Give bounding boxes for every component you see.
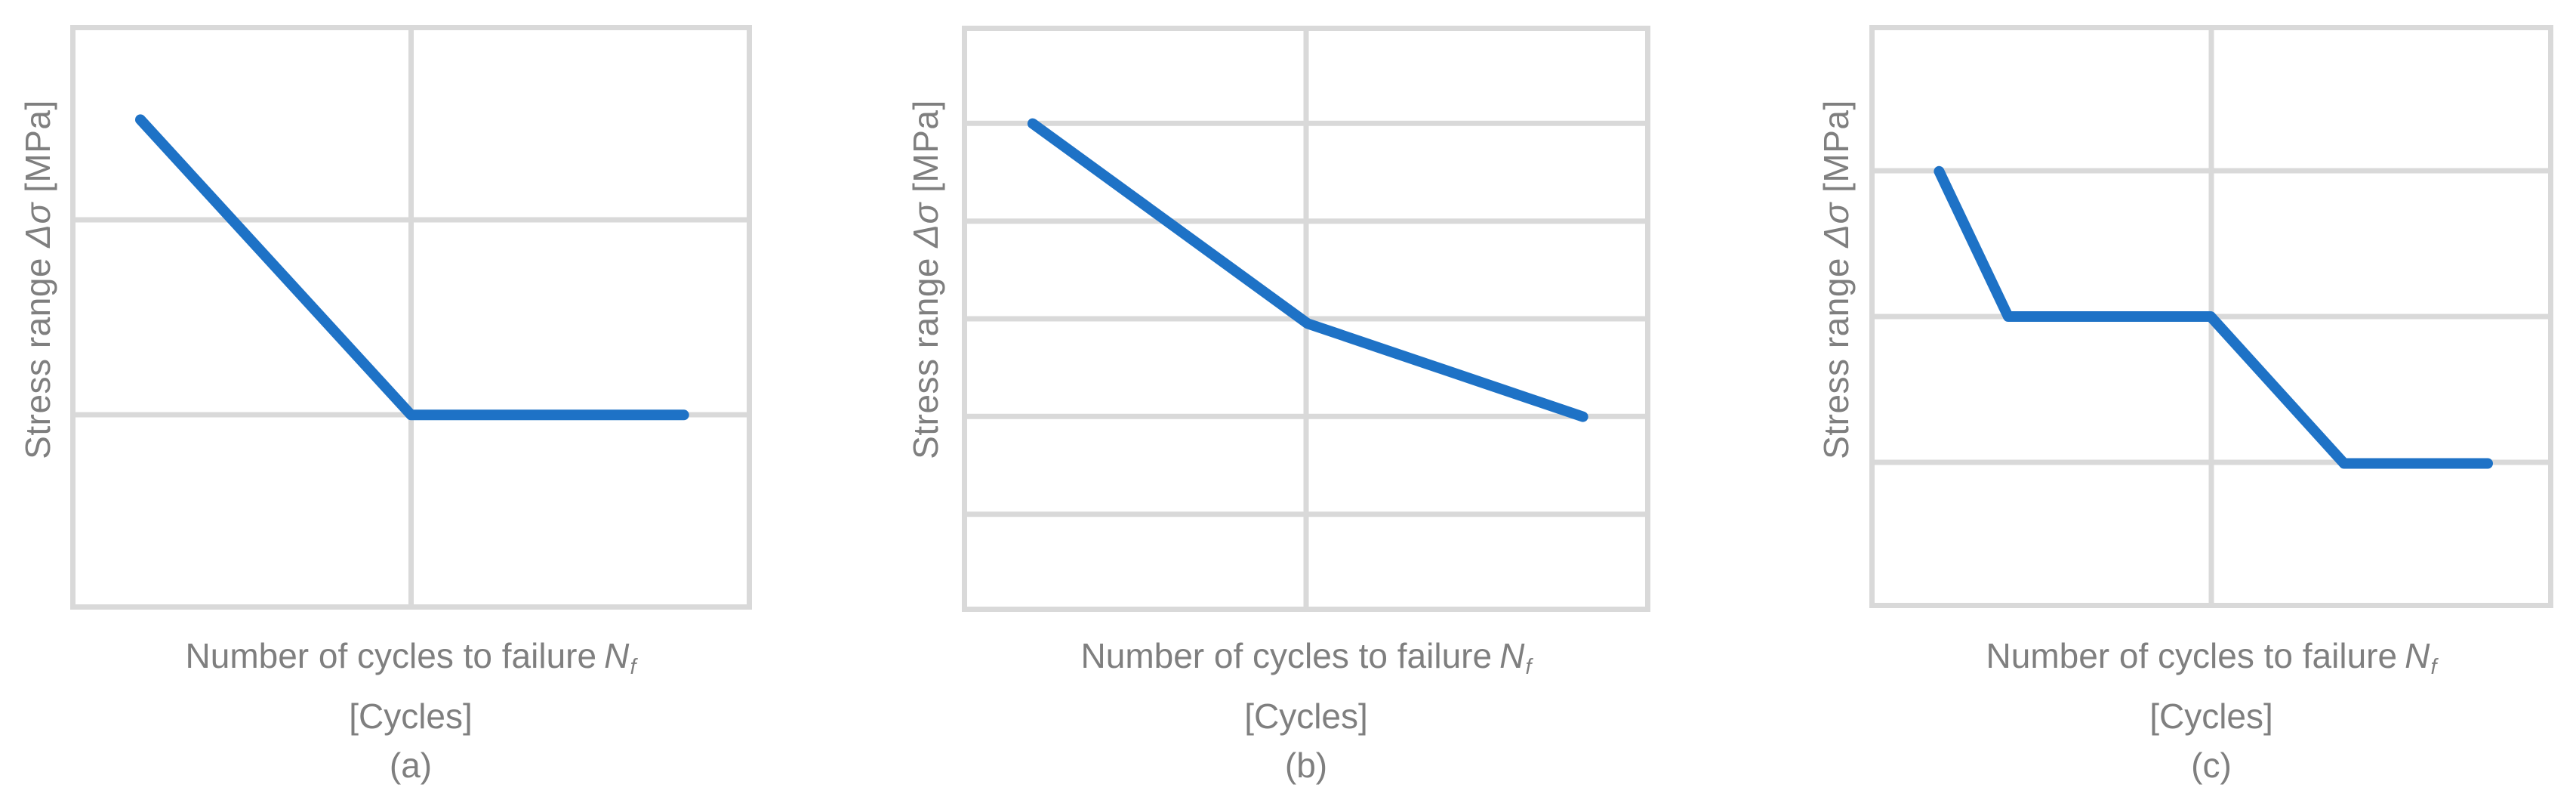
x-axis-title-text: Number of cycles to failure [1986, 636, 2398, 675]
plot-area-c [1869, 25, 2553, 608]
y-axis-unit: [MPa] [18, 100, 57, 193]
y-axis-title-c: Stress range Δσ [MPa] [1816, 100, 1857, 459]
x-axis-symbol: N [2405, 636, 2430, 675]
y-axis-symbol: Δσ [18, 202, 57, 248]
x-axis-unit-b: [Cycles] [1244, 696, 1368, 736]
plot-area-b [962, 26, 1650, 612]
subfigure-label-a: (a) [389, 745, 433, 785]
x-axis-symbol-subscript: f [630, 654, 636, 679]
x-axis-symbol: N [604, 636, 630, 675]
subfigure-label-b: (b) [1284, 745, 1328, 785]
y-axis-title-text: Stress range [18, 258, 57, 459]
chart-panel-c: Stress range Δσ [MPa] Number of cycles t… [1721, 0, 2576, 800]
chart-panel-b: Stress range Δσ [MPa] Number of cycles t… [858, 0, 1721, 800]
y-axis-title-text: Stress range [1816, 258, 1856, 459]
caption-block-c: Number of cycles to failure Nf [Cycles] (… [1834, 632, 2576, 790]
x-axis-title-text: Number of cycles to failure [1080, 636, 1493, 675]
plot-border [70, 25, 752, 610]
y-axis-symbol: Δσ [1816, 202, 1856, 248]
caption-block-a: Number of cycles to failure Nf [Cycles] (… [33, 632, 788, 790]
y-axis-unit: [MPa] [906, 100, 945, 193]
y-axis-symbol: Δσ [906, 202, 945, 248]
plot-border [962, 26, 1650, 612]
plot-area-a [70, 25, 752, 610]
x-axis-symbol-subscript: f [2430, 654, 2437, 679]
y-axis-title-text: Stress range [906, 258, 945, 459]
x-axis-title-text: Number of cycles to failure [185, 636, 597, 675]
y-axis-title-a: Stress range Δσ [MPa] [17, 100, 58, 459]
y-axis-unit: [MPa] [1816, 100, 1856, 193]
x-axis-symbol-subscript: f [1525, 654, 1532, 679]
x-axis-title-c: Number of cycles to failure Nf [1834, 632, 2576, 692]
x-axis-symbol: N [1499, 636, 1525, 675]
sn-curve-line [1027, 118, 1588, 422]
plot-border [1869, 25, 2553, 608]
subfigure-label-c: (c) [2191, 745, 2232, 785]
x-axis-unit-a: [Cycles] [349, 696, 473, 736]
caption-block-b: Number of cycles to failure Nf [Cycles] (… [929, 632, 1684, 790]
x-axis-title-a: Number of cycles to failure Nf [33, 632, 788, 692]
x-axis-title-b: Number of cycles to failure Nf [929, 632, 1684, 692]
sn-curve-line [135, 114, 689, 421]
y-axis-title-b: Stress range Δσ [MPa] [905, 100, 946, 459]
sn-curve-line [1934, 165, 2493, 469]
chart-panel-a: Stress range Δσ [MPa] Number of cycles t… [0, 0, 858, 800]
x-axis-unit-c: [Cycles] [2149, 696, 2273, 736]
